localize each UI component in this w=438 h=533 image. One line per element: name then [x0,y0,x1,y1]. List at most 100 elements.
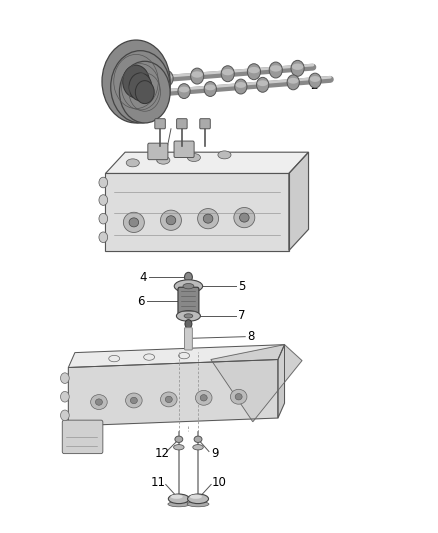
Ellipse shape [168,494,189,504]
Ellipse shape [126,393,142,408]
Circle shape [185,320,192,328]
Ellipse shape [291,60,304,76]
Ellipse shape [200,394,207,401]
Ellipse shape [95,399,102,405]
Text: 1: 1 [119,49,127,62]
Circle shape [129,73,152,101]
Ellipse shape [177,311,201,321]
Polygon shape [68,360,278,426]
Polygon shape [106,152,308,173]
Ellipse shape [165,396,172,402]
Circle shape [99,213,108,224]
Ellipse shape [166,216,176,225]
Ellipse shape [124,212,145,232]
Ellipse shape [184,314,193,318]
Polygon shape [68,345,285,368]
FancyBboxPatch shape [174,141,194,158]
Ellipse shape [240,213,249,222]
Ellipse shape [160,70,173,86]
Ellipse shape [191,71,203,78]
Ellipse shape [221,66,234,82]
Circle shape [60,373,69,383]
Ellipse shape [222,69,233,75]
Ellipse shape [203,214,213,223]
Ellipse shape [309,73,321,88]
Text: 9: 9 [211,447,219,460]
Text: 7: 7 [238,310,246,322]
Ellipse shape [175,436,183,442]
Ellipse shape [129,218,139,227]
Text: 12: 12 [155,447,170,460]
Ellipse shape [174,280,203,293]
Circle shape [184,272,192,282]
Text: 2: 2 [311,79,318,92]
FancyBboxPatch shape [62,420,103,454]
Text: 6: 6 [137,295,145,308]
Polygon shape [289,152,308,251]
Ellipse shape [187,154,201,161]
Text: 10: 10 [212,476,226,489]
Ellipse shape [173,445,184,450]
Ellipse shape [269,62,283,78]
Circle shape [99,232,108,243]
Circle shape [102,40,170,123]
Ellipse shape [287,75,299,90]
Text: 3: 3 [155,152,162,165]
Ellipse shape [187,502,209,507]
FancyBboxPatch shape [200,119,210,129]
Polygon shape [211,345,302,422]
Ellipse shape [126,159,139,167]
Circle shape [135,80,154,103]
Ellipse shape [235,393,242,400]
Ellipse shape [257,77,269,92]
Ellipse shape [218,151,231,159]
Circle shape [99,177,108,188]
Ellipse shape [236,82,246,88]
Ellipse shape [160,210,181,230]
Ellipse shape [194,436,202,442]
Ellipse shape [191,68,204,84]
Circle shape [60,391,69,402]
Ellipse shape [183,284,194,289]
Circle shape [111,51,170,123]
Ellipse shape [178,84,190,99]
Ellipse shape [258,80,268,86]
Ellipse shape [161,74,172,80]
Ellipse shape [157,156,170,164]
Ellipse shape [204,82,216,96]
Text: 4: 4 [139,271,147,284]
Ellipse shape [170,495,183,499]
Ellipse shape [198,208,219,229]
Ellipse shape [270,65,282,71]
Ellipse shape [235,79,247,94]
Ellipse shape [310,76,320,82]
Ellipse shape [248,67,260,74]
Ellipse shape [160,392,177,407]
Text: 5: 5 [238,280,246,293]
Ellipse shape [91,394,107,409]
Circle shape [99,195,108,205]
Polygon shape [106,173,289,251]
Ellipse shape [131,397,138,403]
Ellipse shape [190,495,202,499]
Ellipse shape [234,207,255,228]
Ellipse shape [205,85,215,90]
FancyBboxPatch shape [184,328,192,350]
Ellipse shape [288,78,298,84]
Text: 11: 11 [150,476,166,489]
Polygon shape [278,345,285,418]
Circle shape [120,61,170,123]
Ellipse shape [179,86,189,92]
FancyBboxPatch shape [155,119,165,129]
Ellipse shape [168,502,190,507]
Ellipse shape [292,63,303,70]
Ellipse shape [193,445,203,450]
FancyBboxPatch shape [178,287,199,315]
Circle shape [123,65,149,98]
Circle shape [60,410,69,421]
FancyBboxPatch shape [148,143,168,160]
Text: 8: 8 [247,330,255,343]
Ellipse shape [195,390,212,405]
Ellipse shape [187,494,208,504]
Ellipse shape [230,389,247,404]
